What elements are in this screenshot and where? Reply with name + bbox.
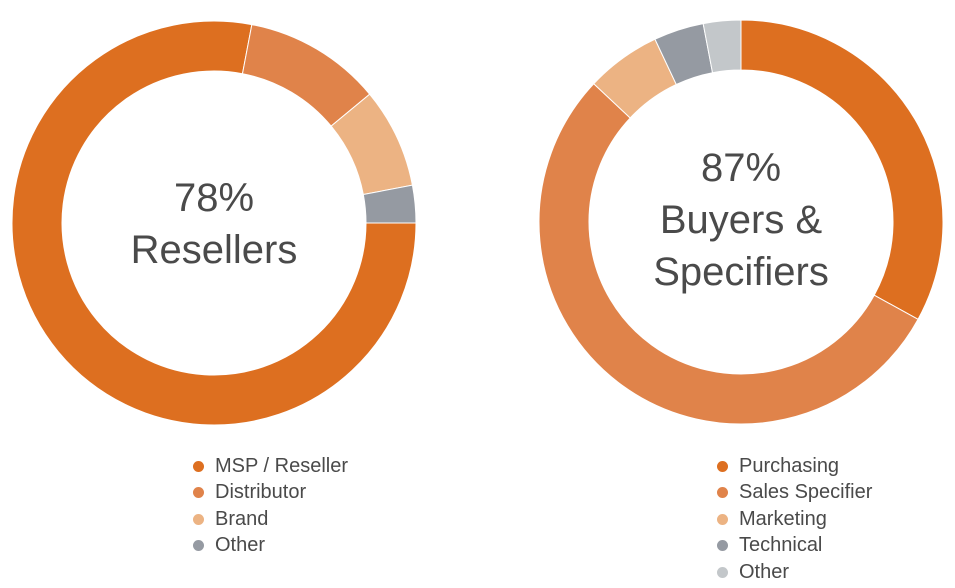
resellers-legend-item-distributor: Distributor xyxy=(193,480,348,507)
resellers-slice-msp-reseller xyxy=(11,20,417,426)
resellers-legend-item-msp-reseller: MSP / Reseller xyxy=(193,453,348,480)
buyers-specifiers-center-percent: 87% xyxy=(700,146,782,190)
buyers-specifiers-legend-item-purchasing: Purchasing xyxy=(717,453,872,480)
legend-swatch-icon xyxy=(717,540,728,552)
buyers-specifiers-center-label: 87% Buyers & Specifiers xyxy=(591,142,891,298)
resellers-legend-item-brand: Brand xyxy=(193,506,348,533)
legend-swatch-icon xyxy=(717,460,728,472)
legend-label: Technical xyxy=(739,534,823,557)
legend-swatch-icon xyxy=(193,487,204,499)
resellers-legend-item-other: Other xyxy=(193,533,348,560)
buyers-specifiers-slice-other xyxy=(702,19,742,74)
buyers-specifiers-donut-svg xyxy=(538,19,944,425)
legend-swatch-icon xyxy=(193,513,204,525)
legend-swatch-icon xyxy=(717,487,728,499)
legend-label: Brand xyxy=(215,507,269,530)
legend-swatch-icon xyxy=(193,540,204,552)
buyers-specifiers-legend-item-technical: Technical xyxy=(717,533,872,560)
resellers-center-label: 78% Resellers xyxy=(64,172,364,276)
resellers-legend: MSP / Reseller Distributor Brand Other xyxy=(193,453,348,559)
resellers-slice-other xyxy=(362,184,417,224)
legend-swatch-icon xyxy=(717,566,728,578)
legend-label: Sales Specifier xyxy=(739,481,873,504)
buyers-specifiers-legend: Purchasing Sales Specifier Marketing Techni… xyxy=(717,453,872,586)
legend-label: Purchasing xyxy=(739,454,840,477)
legend-label: MSP / Reseller xyxy=(215,454,349,477)
legend-label: Marketing xyxy=(739,507,827,530)
resellers-center-percent: 78% xyxy=(173,176,255,220)
legend-label: Other xyxy=(215,534,266,557)
legend-swatch-icon xyxy=(717,513,728,525)
buyers-specifiers-legend-item-marketing: Marketing xyxy=(717,506,872,533)
legend-swatch-icon xyxy=(193,460,204,472)
legend-label: Other xyxy=(739,560,790,583)
resellers-donut-chart: 78% Resellers MSP / Reseller Distributor B… xyxy=(0,0,430,588)
buyers-specifiers-legend-item-sales-specifier: Sales Specifier xyxy=(717,480,872,507)
buyers-specifiers-donut-chart: 87% Buyers & Specifiers Purchasing Sales … xyxy=(520,0,955,588)
legend-label: Distributor xyxy=(215,481,307,504)
buyers-specifiers-slice-purchasing xyxy=(740,19,944,320)
resellers-donut-svg xyxy=(11,20,417,426)
buyers-specifiers-slice-sales-specifier xyxy=(538,83,919,425)
buyers-specifiers-center-title-line2: Specifiers xyxy=(653,250,829,294)
buyers-specifiers-center-title-line1: Buyers & xyxy=(659,198,823,242)
resellers-center-title: Resellers xyxy=(130,228,298,272)
buyers-specifiers-legend-item-other: Other xyxy=(717,559,872,586)
